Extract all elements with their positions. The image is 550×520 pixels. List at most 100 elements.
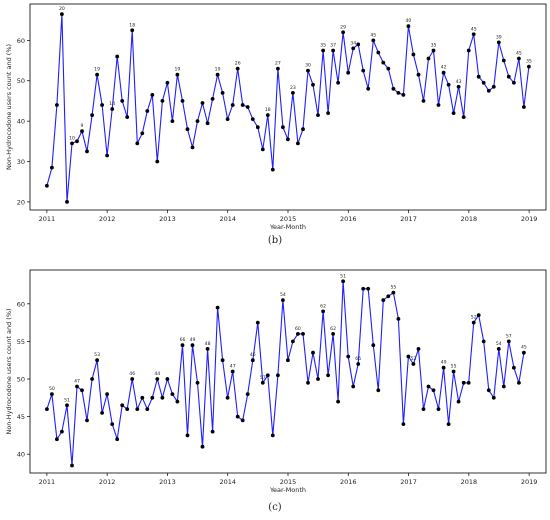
data-point [130,28,135,33]
data-point [130,377,135,381]
x-tick-label: 2011 [39,215,56,223]
data-point [451,369,456,374]
data-point [316,113,320,117]
data-point [336,80,340,85]
data-label: 54 [496,341,502,347]
data-label: 62 [320,303,326,309]
y-tick-label: 40 [17,451,25,459]
x-tick-label: 2018 [461,215,478,223]
data-point [110,107,115,111]
data-point [301,332,305,336]
data-point [281,125,285,130]
data-point [411,52,416,57]
x-tick-label: 2014 [219,215,236,223]
data-point [311,350,315,355]
data-label: 66 [180,337,186,343]
data-point [456,84,461,89]
data-label: 53 [94,352,100,358]
data-point [386,66,391,71]
data-point [55,103,59,107]
data-point [145,109,150,113]
x-tick-label: 2012 [99,215,116,223]
data-label: 19 [215,67,221,73]
data-point [115,54,120,59]
data-point [321,309,325,314]
data-label: 45 [521,345,527,351]
data-point [501,58,506,63]
data-label: 57 [506,333,512,339]
data-label: 29 [340,24,346,30]
data-point [291,339,295,344]
data-point [195,380,200,385]
data-point [517,380,521,385]
caption-c: (c) [268,502,282,513]
data-point [95,72,99,77]
data-point [486,88,491,93]
data-point [245,392,250,396]
data-point [431,388,436,393]
data-point [381,60,386,65]
data-point [436,407,441,411]
x-tick-label: 2019 [521,215,538,223]
data-label: 49 [190,337,196,343]
data-point [466,380,471,385]
data-point [165,377,170,381]
data-point [170,392,175,396]
data-point [75,139,79,144]
data-label: 52 [471,315,477,321]
data-point [180,343,185,348]
data-label: 19 [174,67,180,73]
data-point [496,40,501,45]
chart-panel-c: 40 45 50 55 60 2011 2012 2013 2014 2015 2016 2017 20… [5,269,547,494]
data-point [140,395,145,400]
x-tick-label: 2013 [159,215,176,223]
data-point [155,377,160,381]
data-label: 43 [456,79,462,85]
data-label: 51 [64,397,70,403]
data-point [306,68,310,73]
data-point [150,93,155,97]
data-point [125,115,130,119]
x-tick-label: 2014 [219,478,236,486]
data-point [291,91,295,95]
data-label: 47 [74,379,80,385]
data-point [90,113,94,117]
y-tick-label: 55 [17,338,25,346]
data-label: 46 [250,352,256,358]
data-point [527,64,531,69]
data-label: 40 [405,18,411,24]
data-point [100,411,104,415]
data-point [105,153,109,158]
data-label: 45 [516,51,522,57]
data-point [396,317,401,321]
x-tick-label: 2015 [280,215,297,223]
data-point [235,414,240,419]
x-tick-label: 2017 [400,215,417,223]
data-point [65,200,69,204]
data-point [60,429,64,434]
data-point [100,103,104,107]
data-label: 14 [109,101,115,107]
y-tick-label: 20 [17,198,25,206]
data-point [471,32,476,37]
data-point [416,347,421,351]
y-tick-label: 60 [17,37,25,45]
data-point [225,117,230,121]
data-point [230,103,235,107]
data-point [185,127,190,132]
data-point [270,167,275,172]
data-point [210,429,215,434]
data-point [70,463,74,468]
data-point [286,137,290,142]
data-point [240,103,245,107]
data-label: 34 [350,40,356,46]
x-tick-label: 2013 [159,478,176,486]
x-axis-label: Year-Month [269,486,306,494]
data-point [260,380,265,385]
data-label: 23 [290,85,296,91]
data-point [481,80,486,85]
y-tick-label: 45 [17,413,25,421]
data-point [225,395,230,400]
